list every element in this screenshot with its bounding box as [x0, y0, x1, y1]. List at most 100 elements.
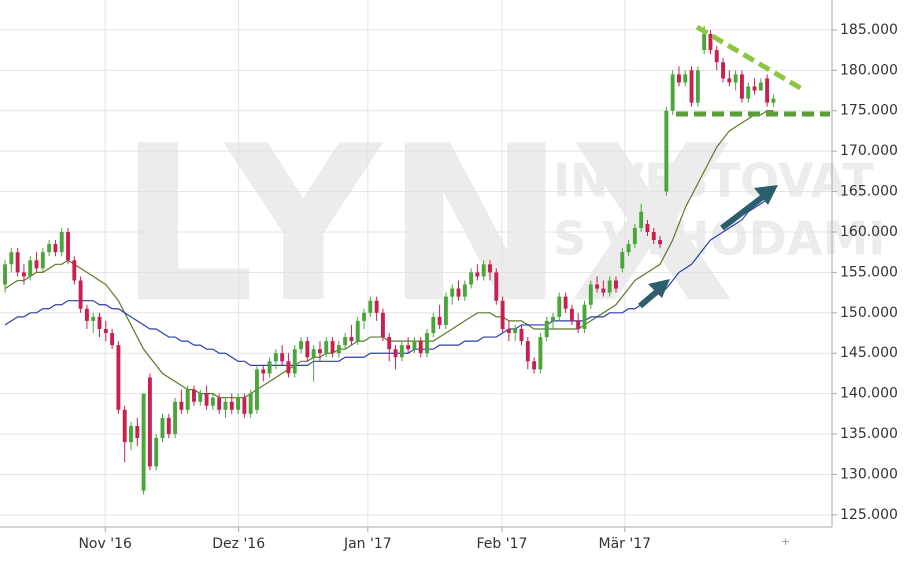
candle-body: [103, 328, 108, 334]
candle-body: [563, 296, 568, 309]
candle-body: [425, 333, 429, 354]
candle-body: [651, 231, 656, 241]
candle-body: [66, 231, 70, 261]
candle-body: [708, 33, 713, 51]
candle-body: [513, 328, 518, 334]
trend-line: [695, 24, 804, 92]
candle-body: [601, 288, 606, 293]
candle-body: [28, 260, 33, 277]
candle-body: [727, 78, 732, 83]
arrow: [720, 193, 766, 231]
candle-body: [299, 341, 304, 350]
candle-body: [179, 401, 184, 410]
candle-body: [450, 288, 455, 297]
candle-body: [576, 320, 581, 329]
candle-body: [658, 240, 663, 245]
candle-body: [551, 316, 555, 321]
candle-body: [173, 401, 178, 435]
candle-body: [255, 369, 259, 410]
candle-body: [3, 264, 7, 285]
candle-body: [135, 425, 140, 439]
candle-body: [242, 397, 247, 414]
candle-body: [645, 223, 650, 232]
y-tick-label: 140.000: [840, 386, 898, 402]
x-tick-label: Feb '17: [477, 536, 528, 552]
y-tick-label: 160.000: [840, 224, 898, 240]
candle-body: [15, 252, 20, 273]
candle-body: [53, 244, 58, 253]
y-tick-label: 150.000: [840, 305, 898, 321]
y-tick-label: 180.000: [840, 62, 898, 78]
candle-body: [758, 82, 763, 91]
x-tick-label: Dez '16: [212, 536, 265, 552]
arrow-head: [648, 279, 670, 298]
candle-body: [494, 272, 499, 301]
y-tick-label: 165.000: [840, 184, 898, 200]
candle-body: [462, 284, 467, 297]
candle-body: [305, 341, 310, 358]
candle-body: [620, 252, 625, 269]
candle-body: [34, 260, 39, 269]
candle-body: [689, 70, 694, 103]
candle-body: [9, 252, 14, 265]
candle-body: [280, 353, 285, 362]
candle-body: [110, 333, 115, 346]
y-tick-label: 175.000: [840, 103, 898, 119]
candle-body: [538, 337, 543, 370]
candle-body: [614, 280, 618, 289]
candle-body: [116, 345, 121, 410]
candle-body: [695, 70, 700, 103]
watermark-line: INVESTOVAT: [553, 154, 875, 208]
candle-body: [739, 74, 744, 99]
x-tick-label: Jan '17: [343, 536, 392, 552]
candle-body: [456, 288, 461, 297]
candle-body: [569, 308, 574, 321]
watermark: LYNX INVESTOVAT S VÝHODAMI: [118, 99, 885, 350]
candle-body: [147, 377, 152, 467]
candle-body: [59, 231, 64, 253]
candle-body: [349, 337, 354, 342]
candle-body: [374, 300, 379, 313]
candle-body: [765, 78, 770, 103]
candle-body: [91, 316, 96, 321]
candle-body: [481, 264, 486, 277]
candle-body: [532, 361, 537, 370]
candle-body: [72, 260, 77, 281]
candle-body: [273, 353, 278, 362]
candle-body: [676, 74, 681, 83]
candle-body: [519, 328, 524, 342]
candle-body: [129, 425, 133, 443]
candle-body: [185, 389, 190, 410]
candle-body: [431, 316, 436, 334]
candle-body: [324, 341, 329, 354]
y-tick-label: 185.000: [840, 22, 898, 38]
candle-body: [330, 341, 335, 354]
y-tick-label: 170.000: [840, 143, 898, 159]
candle-body: [160, 417, 165, 439]
candle-body: [595, 284, 600, 289]
scroll-icon[interactable]: +: [781, 535, 790, 548]
candle-body: [525, 341, 530, 362]
candle-body: [544, 320, 549, 338]
watermark-line: S VÝHODAMI: [553, 211, 885, 266]
candle-body: [488, 264, 492, 273]
candle-body: [406, 345, 411, 350]
annotations: [638, 24, 830, 309]
y-tick-label: 145.000: [840, 345, 898, 361]
candle-body: [198, 393, 203, 402]
candle-body: [771, 98, 776, 103]
candle-body: [626, 244, 631, 253]
candle-body: [557, 296, 562, 317]
candle-body: [204, 393, 209, 406]
candle-body: [317, 349, 322, 354]
candle-body: [639, 211, 644, 228]
candle-body: [752, 86, 757, 91]
candle-body: [399, 345, 404, 358]
candle-body: [192, 389, 196, 402]
candle-body: [412, 341, 417, 350]
candle-body: [362, 312, 366, 321]
candle-body: [393, 349, 398, 358]
candle-body: [84, 308, 89, 321]
candle-body: [122, 409, 127, 443]
